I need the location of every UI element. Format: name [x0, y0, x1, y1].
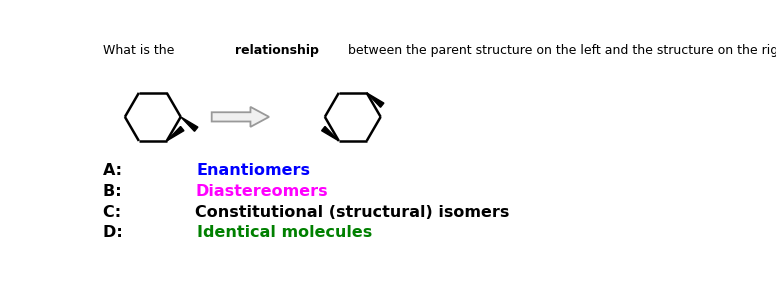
- Text: D:: D:: [103, 225, 129, 241]
- Text: Identical molecules: Identical molecules: [196, 225, 372, 241]
- Polygon shape: [367, 93, 384, 107]
- Text: What is the: What is the: [103, 44, 178, 57]
- Polygon shape: [181, 117, 198, 131]
- Text: A:: A:: [103, 163, 128, 178]
- Text: Enantiomers: Enantiomers: [196, 163, 310, 178]
- Text: relationship: relationship: [235, 44, 319, 57]
- Text: Diastereomers: Diastereomers: [196, 184, 328, 199]
- Polygon shape: [321, 126, 339, 141]
- Polygon shape: [212, 107, 269, 127]
- Text: C:: C:: [103, 205, 127, 220]
- Text: B:: B:: [103, 184, 127, 199]
- Polygon shape: [167, 126, 184, 141]
- Text: Constitutional (structural) isomers: Constitutional (structural) isomers: [196, 205, 510, 220]
- Text: between the parent structure on the left and the structure on the right?: between the parent structure on the left…: [345, 44, 776, 57]
